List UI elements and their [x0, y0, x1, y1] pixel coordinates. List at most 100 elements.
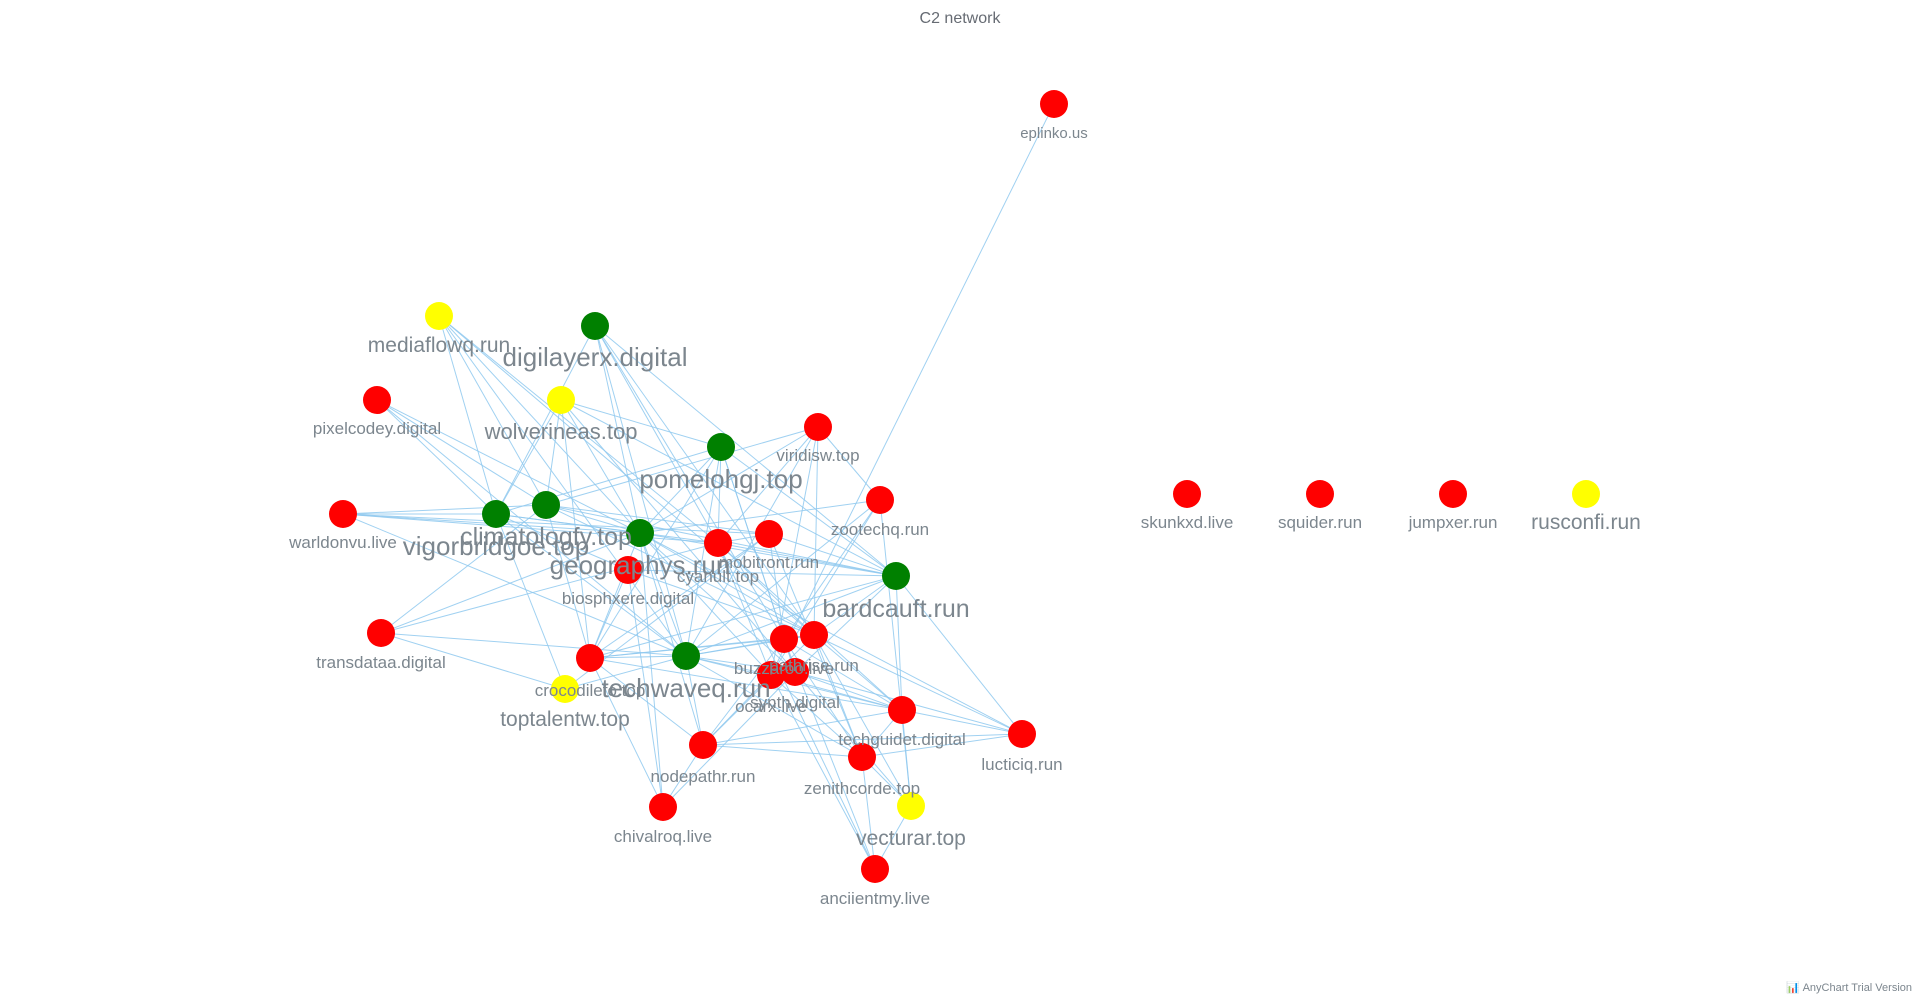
graph-edge — [768, 533, 785, 640]
graph-node[interactable] — [1040, 90, 1068, 118]
graph-node[interactable] — [367, 619, 395, 647]
graph-edge — [770, 674, 863, 758]
chart-credit[interactable]: 📊 AnyChart Trial Version — [1786, 981, 1912, 994]
graph-edge — [685, 446, 722, 657]
graph-node[interactable] — [363, 386, 391, 414]
graph-edge — [342, 513, 687, 657]
graph-edge — [380, 542, 719, 634]
graph-edge — [717, 426, 819, 544]
graph-edge — [702, 744, 863, 758]
graph-edge — [545, 399, 562, 506]
graph-node[interactable] — [888, 696, 916, 724]
graph-edge — [685, 655, 704, 746]
graph-node[interactable] — [329, 500, 357, 528]
graph-node[interactable] — [672, 642, 700, 670]
graph-edge — [770, 674, 876, 870]
graph-node[interactable] — [1008, 720, 1036, 748]
node-label: techwaveq.run — [601, 673, 770, 703]
graph-edge — [438, 315, 641, 534]
graph-edge — [639, 532, 664, 808]
graph-edge — [594, 325, 897, 577]
graph-node[interactable] — [581, 312, 609, 340]
graph-node[interactable] — [649, 793, 677, 821]
graph-node[interactable] — [800, 621, 828, 649]
graph-edge — [627, 569, 815, 636]
graph-edge — [594, 325, 815, 636]
graph-edge — [438, 315, 497, 515]
graph-node[interactable] — [781, 658, 809, 686]
graph-node[interactable] — [482, 500, 510, 528]
graph-edge — [702, 733, 1023, 746]
graph-edge — [589, 657, 664, 808]
graph-edge — [813, 575, 897, 636]
graph-edge — [639, 532, 772, 676]
graph-edge — [813, 634, 863, 758]
graph-edge — [495, 513, 566, 690]
graph-node[interactable] — [689, 731, 717, 759]
graph-node[interactable] — [757, 661, 785, 689]
graph-edge — [768, 533, 897, 577]
graph-node[interactable] — [1572, 480, 1600, 508]
anychart-icon: 📊 — [1786, 982, 1801, 994]
graph-node[interactable] — [626, 519, 654, 547]
node-label: geographys.run — [550, 550, 731, 580]
graph-edge — [783, 638, 903, 711]
graph-edge — [717, 542, 897, 577]
graph-node[interactable] — [861, 855, 889, 883]
graph-node[interactable] — [1306, 480, 1334, 508]
graph-edge — [589, 569, 629, 659]
graph-node[interactable] — [770, 625, 798, 653]
graph-edge — [594, 325, 719, 544]
node-label: nodepathr.run — [651, 767, 756, 786]
graph-edge — [560, 399, 897, 577]
graph-node[interactable] — [551, 675, 579, 703]
node-label: transdataa.digital — [316, 653, 445, 672]
graph-node[interactable] — [707, 433, 735, 461]
graph-node[interactable] — [1439, 480, 1467, 508]
node-label: mobitront.run — [719, 553, 819, 572]
graph-node[interactable] — [848, 743, 876, 771]
graph-node[interactable] — [804, 413, 832, 441]
graph-edge — [495, 513, 629, 571]
node-label: chivalroq.live — [614, 827, 712, 846]
node-label: squider.run — [1278, 513, 1362, 532]
graph-edge — [380, 632, 687, 657]
node-label: techguidet.digital — [838, 730, 966, 749]
node-label: crocodilefo.top — [535, 681, 646, 700]
graph-edge — [813, 634, 912, 807]
graph-edge — [717, 542, 876, 870]
graph-node[interactable] — [425, 302, 453, 330]
graph-node[interactable] — [614, 556, 642, 584]
graph-node[interactable] — [704, 529, 732, 557]
graph-node[interactable] — [547, 386, 575, 414]
graph-edge — [717, 542, 815, 636]
graph-edge — [342, 513, 770, 535]
graph-edge — [564, 655, 687, 690]
graph-node[interactable] — [897, 792, 925, 820]
graph-edge — [380, 532, 641, 634]
graph-edge — [702, 709, 903, 746]
graph-edge — [813, 426, 819, 636]
graph-node[interactable] — [866, 486, 894, 514]
graph-node[interactable] — [1173, 480, 1201, 508]
graph-edge — [594, 325, 785, 640]
graph-edge — [770, 103, 1055, 676]
graph-node[interactable] — [755, 520, 783, 548]
graph-node[interactable] — [882, 562, 910, 590]
graph-edge — [901, 709, 1023, 735]
graph-edge — [545, 504, 770, 535]
graph-node[interactable] — [576, 644, 604, 672]
graph-edge — [627, 569, 897, 577]
node-label: pathrise.run — [769, 656, 859, 675]
node-label: zenithcorde.top — [804, 779, 920, 798]
node-label: warldonvu.live — [288, 533, 397, 552]
graph-edge — [639, 532, 687, 657]
node-label: pomelohgj.top — [639, 464, 802, 494]
graph-edge — [438, 315, 547, 506]
graph-edge — [342, 504, 547, 515]
graph-edge — [794, 671, 912, 807]
graph-node[interactable] — [532, 491, 560, 519]
graph-edge — [895, 575, 1023, 735]
node-label: pixelcodey.digital — [313, 419, 441, 438]
